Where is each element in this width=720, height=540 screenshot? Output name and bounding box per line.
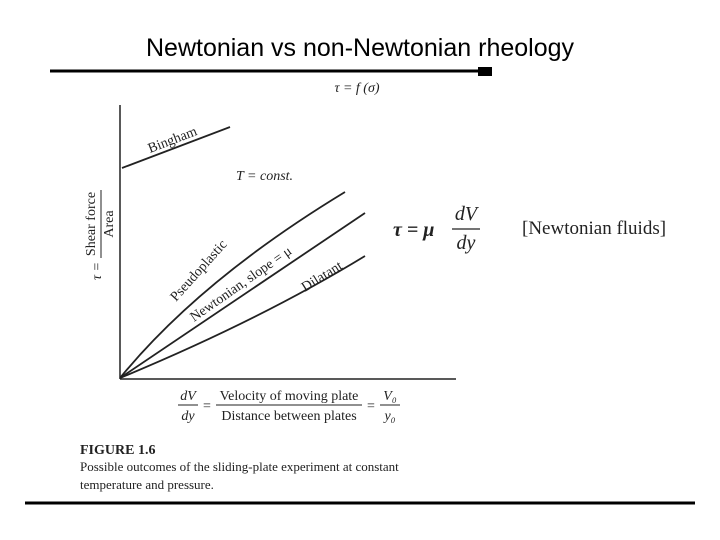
y-label-lhs: τ = — [90, 262, 105, 280]
curve-label: Bingham — [146, 124, 199, 156]
newtonian-line — [119, 212, 366, 379]
x-eq: = — [203, 399, 211, 414]
x-eq: = — [367, 399, 375, 414]
rule-end — [478, 67, 492, 76]
equation-den: dy — [457, 232, 476, 254]
equation-lhs: τ = μ — [393, 219, 434, 241]
y-label-num: Shear force — [84, 192, 99, 256]
caption-line: temperature and pressure. — [80, 477, 214, 492]
x-rhs-den: y₀ — [382, 409, 395, 424]
x-num: Velocity of moving plate — [220, 389, 359, 404]
x-den: Distance between plates — [221, 409, 356, 424]
y-label-den: Area — [102, 210, 117, 238]
bingham-line — [121, 126, 231, 169]
x-lhs-den: dy — [181, 409, 195, 424]
pseudoplastic-curve — [119, 191, 346, 379]
annotation: T = const. — [236, 169, 293, 184]
equation-num: dV — [455, 203, 480, 225]
curve-label: Dilatant — [299, 259, 345, 296]
equation-note: [Newtonian fluids] — [522, 218, 666, 239]
dilatant-curve — [119, 255, 366, 379]
slide-title: Newtonian vs non-Newtonian rheology — [146, 34, 575, 62]
caption-heading: FIGURE 1.6 — [80, 443, 155, 458]
caption-line: Possible outcomes of the sliding-plate e… — [80, 459, 399, 474]
x-rhs-num: V₀ — [383, 389, 397, 404]
top-label: τ = f (σ) — [334, 81, 379, 96]
x-lhs-num: dV — [180, 389, 197, 404]
